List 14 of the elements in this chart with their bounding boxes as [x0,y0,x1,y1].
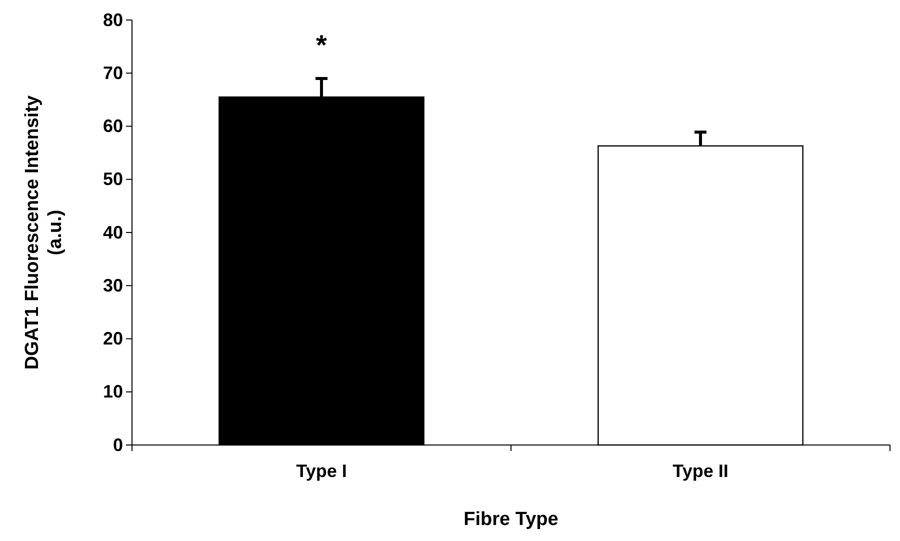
x-axis-title: Fibre Type [464,509,558,530]
y-tick-label: 80 [102,10,123,30]
x-tick-label: Type I [296,460,347,481]
y-tick-label: 50 [102,169,123,190]
y-tick-label: 20 [102,328,123,349]
x-tick-label: Type II [672,460,728,481]
annotation: * [316,29,328,60]
y-tick-label: 40 [102,222,123,242]
y-tick-label: 60 [102,116,123,136]
y-tick-label: 70 [102,62,123,83]
y-tick-label: 0 [112,434,123,455]
y-tick-label: 30 [102,275,123,296]
y-axis-title: DGAT1 Fluorescence Intensity (a.u.) [22,94,66,370]
y-tick-label: 10 [102,382,123,402]
